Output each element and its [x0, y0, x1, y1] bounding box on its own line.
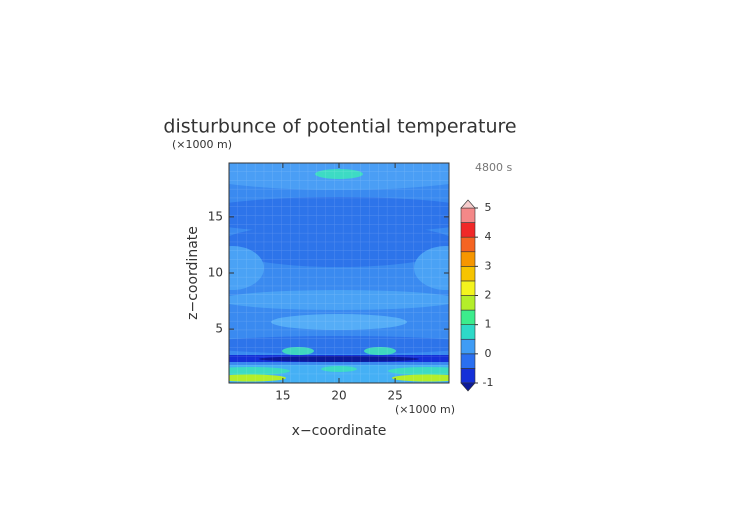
- colorbar-tick-label: 0: [485, 347, 492, 360]
- y-tick-label: 10: [208, 266, 223, 280]
- y-axis-label: z−coordinate: [185, 226, 201, 320]
- chart-title: disturbunce of potential temperature: [163, 116, 516, 138]
- colorbar-segment: [460, 207, 476, 223]
- colorbar-segment: [460, 251, 476, 267]
- colorbar-segment: [460, 338, 476, 355]
- colorbar-tick-label: 4: [485, 230, 492, 243]
- colorbar-tick-label: 5: [485, 201, 492, 214]
- colorbar-under: [460, 382, 476, 392]
- colorbar-over: [460, 199, 476, 209]
- colorbar-segment: [460, 222, 476, 238]
- colorbar-tick-label: 3: [485, 259, 492, 272]
- y-tick-label: 5: [215, 322, 223, 336]
- colorbar-segment: [460, 368, 476, 384]
- colorbar-segment: [460, 280, 476, 296]
- colorbar-segment: [460, 324, 476, 340]
- contour-field: [229, 163, 449, 383]
- x-unit: (×1000 m): [395, 403, 455, 416]
- colorbar-tick-label: -1: [483, 376, 494, 389]
- colorbar-segment: [460, 353, 476, 369]
- time-label: 4800 s: [475, 161, 512, 174]
- y-unit: (×1000 m): [172, 138, 232, 151]
- x-tick-label: 25: [387, 389, 402, 403]
- colorbar-segment: [460, 266, 476, 282]
- x-axis-label: x−coordinate: [292, 423, 387, 439]
- x-tick-label: 20: [331, 389, 346, 403]
- colorbar-tick-label: 2: [485, 289, 492, 302]
- colorbar-segment: [460, 309, 476, 325]
- colorbar-tick-label: 1: [485, 318, 492, 331]
- colorbar-segment: [460, 236, 476, 253]
- y-tick-label: 15: [208, 209, 223, 223]
- colorbar-segment: [460, 295, 476, 311]
- x-tick-label: 15: [275, 389, 290, 403]
